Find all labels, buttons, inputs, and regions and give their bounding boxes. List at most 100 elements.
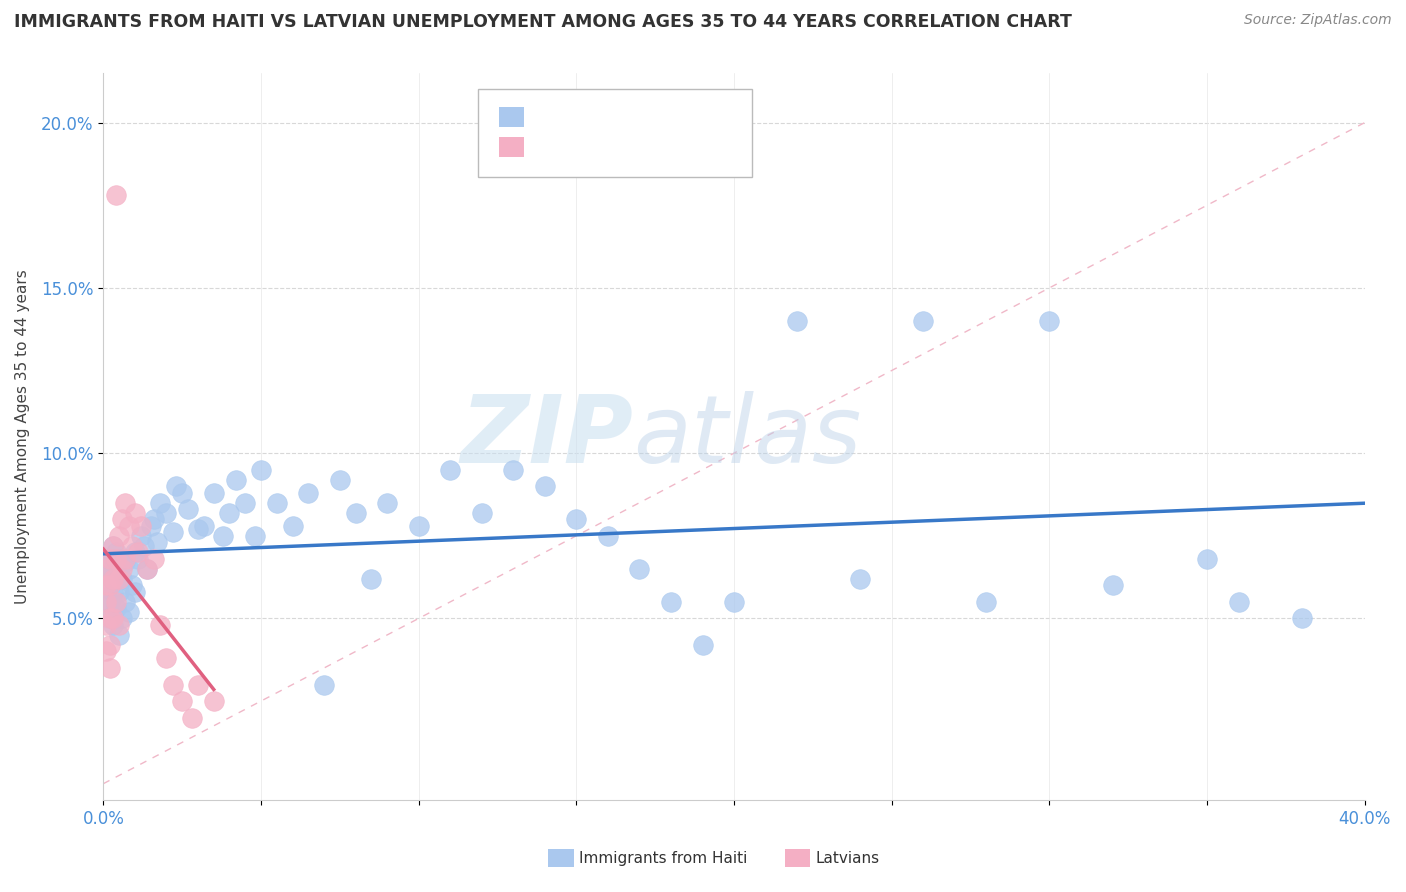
Point <box>96 644 118 658</box>
Point <box>1101 578 1123 592</box>
Point <box>659 595 682 609</box>
Point <box>202 694 225 708</box>
Point <box>162 525 184 540</box>
Point <box>250 463 273 477</box>
Point <box>177 502 200 516</box>
Point <box>127 552 149 566</box>
Point <box>534 479 557 493</box>
Point <box>117 519 139 533</box>
Point <box>104 572 127 586</box>
Point <box>101 585 124 599</box>
Point <box>104 595 127 609</box>
Point <box>96 595 118 609</box>
Point <box>281 519 304 533</box>
Point <box>139 519 162 533</box>
Text: Latvians: Latvians <box>815 851 880 865</box>
Point <box>114 496 136 510</box>
Point <box>101 539 124 553</box>
Point <box>149 496 172 510</box>
Point <box>101 562 124 576</box>
Point <box>96 618 118 632</box>
Point <box>101 572 124 586</box>
Point <box>104 545 127 559</box>
Point <box>187 522 209 536</box>
Text: atlas: atlas <box>633 391 862 482</box>
Point <box>202 485 225 500</box>
Text: Source: ZipAtlas.com: Source: ZipAtlas.com <box>1244 13 1392 28</box>
Point <box>108 628 131 642</box>
Point <box>1038 314 1060 328</box>
Point <box>134 539 156 553</box>
Point <box>98 661 121 675</box>
Point <box>692 638 714 652</box>
Point <box>172 694 194 708</box>
Y-axis label: Unemployment Among Ages 35 to 44 years: Unemployment Among Ages 35 to 44 years <box>15 269 30 604</box>
Point <box>96 578 118 592</box>
Point <box>96 562 118 576</box>
Point <box>108 572 131 586</box>
Point <box>98 611 121 625</box>
Point <box>408 519 430 533</box>
Point <box>117 605 139 619</box>
Point <box>114 552 136 566</box>
Point <box>101 618 124 632</box>
Point <box>329 473 352 487</box>
Point <box>162 677 184 691</box>
Point <box>104 601 127 615</box>
Point <box>912 314 935 328</box>
Point <box>976 595 998 609</box>
Point <box>96 568 118 582</box>
Point <box>98 578 121 592</box>
Point <box>114 555 136 569</box>
Point <box>104 188 127 202</box>
Point <box>628 562 651 576</box>
Point <box>121 578 143 592</box>
Point <box>142 512 165 526</box>
Point <box>124 545 146 559</box>
Point <box>187 677 209 691</box>
Text: IMMIGRANTS FROM HAITI VS LATVIAN UNEMPLOYMENT AMONG AGES 35 TO 44 YEARS CORRELAT: IMMIGRANTS FROM HAITI VS LATVIAN UNEMPLO… <box>14 13 1071 31</box>
Text: 0.362: 0.362 <box>568 110 616 124</box>
Point <box>149 618 172 632</box>
Point <box>127 545 149 559</box>
Point <box>108 529 131 543</box>
Point <box>101 539 124 553</box>
Point <box>111 611 134 625</box>
Point <box>180 710 202 724</box>
Point <box>723 595 745 609</box>
Text: R =: R = <box>531 140 565 154</box>
Point <box>124 585 146 599</box>
Point <box>129 529 152 543</box>
Point <box>124 506 146 520</box>
Text: 0.343: 0.343 <box>568 140 616 154</box>
Point <box>108 585 131 599</box>
Point <box>96 595 118 609</box>
Point <box>136 562 159 576</box>
Point <box>98 595 121 609</box>
Point <box>129 519 152 533</box>
Point <box>314 677 336 691</box>
Point <box>1197 552 1219 566</box>
Point <box>565 512 588 526</box>
Point <box>225 473 247 487</box>
Point <box>96 558 118 573</box>
Point <box>136 562 159 576</box>
Point <box>786 314 808 328</box>
Point <box>297 485 319 500</box>
Point <box>233 496 256 510</box>
Point <box>98 611 121 625</box>
Point <box>121 539 143 553</box>
Text: N =: N = <box>623 140 657 154</box>
Point <box>111 512 134 526</box>
Point <box>344 506 367 520</box>
Point <box>114 595 136 609</box>
Point <box>1291 611 1313 625</box>
Point <box>98 638 121 652</box>
Text: ZIP: ZIP <box>460 391 633 483</box>
Point <box>243 529 266 543</box>
Point <box>439 463 461 477</box>
Point <box>117 562 139 576</box>
Text: Immigrants from Haiti: Immigrants from Haiti <box>579 851 748 865</box>
Point <box>142 552 165 566</box>
Point <box>471 506 494 520</box>
